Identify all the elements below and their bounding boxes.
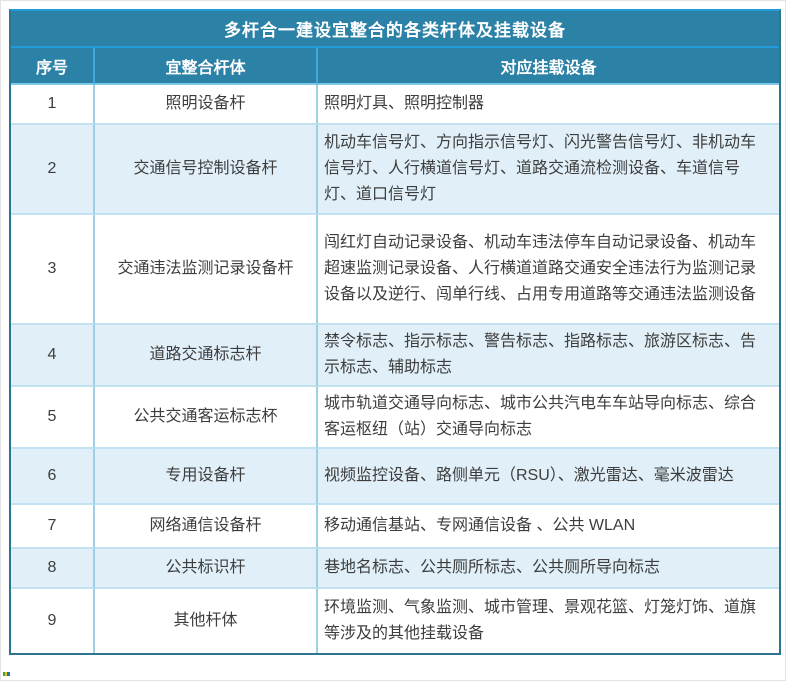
table-row: 4 道路交通标志杆 禁令标志、指示标志、警告标志、指路标志、旅游区标志、告示标志… xyxy=(11,325,779,387)
column-header-pole: 宜整合杆体 xyxy=(95,48,318,85)
corner-artifact xyxy=(3,672,10,676)
pole-integration-table: 多杆合一建设宜整合的各类杆体及挂载设备 序号 宜整合杆体 对应挂载设备 1 照明… xyxy=(9,9,781,655)
row-number: 9 xyxy=(11,589,95,653)
column-header-devices: 对应挂载设备 xyxy=(318,48,779,85)
pole-type: 网络通信设备杆 xyxy=(95,505,318,549)
pole-type: 公共交通客运标志杯 xyxy=(95,387,318,449)
table-row: 6 专用设备杆 视频监控设备、路侧单元（RSU）、激光雷达、毫米波雷达 xyxy=(11,449,779,505)
pole-type: 交通违法监测记录设备杆 xyxy=(95,215,318,325)
mounted-devices: 环境监测、气象监测、城市管理、景观花篮、灯笼灯饰、道旗等涉及的其他挂载设备 xyxy=(318,589,779,653)
table-title-row: 多杆合一建设宜整合的各类杆体及挂载设备 xyxy=(11,11,779,48)
pole-type: 道路交通标志杆 xyxy=(95,325,318,387)
table-title: 多杆合一建设宜整合的各类杆体及挂载设备 xyxy=(11,11,779,48)
table-row: 8 公共标识杆 巷地名标志、公共厕所标志、公共厕所导向标志 xyxy=(11,549,779,589)
row-number: 1 xyxy=(11,85,95,125)
pole-type: 照明设备杆 xyxy=(95,85,318,125)
row-number: 4 xyxy=(11,325,95,387)
column-header-index: 序号 xyxy=(11,48,95,85)
pole-type: 公共标识杆 xyxy=(95,549,318,589)
row-number: 8 xyxy=(11,549,95,589)
mounted-devices: 闯红灯自动记录设备、机动车违法停车自动记录设备、机动车超速监测记录设备、人行横道… xyxy=(318,215,779,325)
row-number: 3 xyxy=(11,215,95,325)
row-number: 7 xyxy=(11,505,95,549)
table-row: 1 照明设备杆 照明灯具、照明控制器 xyxy=(11,85,779,125)
mounted-devices: 禁令标志、指示标志、警告标志、指路标志、旅游区标志、告示标志、辅助标志 xyxy=(318,325,779,387)
pole-type: 交通信号控制设备杆 xyxy=(95,125,318,215)
pole-type: 专用设备杆 xyxy=(95,449,318,505)
table-row: 9 其他杆体 环境监测、气象监测、城市管理、景观花篮、灯笼灯饰、道旗等涉及的其他… xyxy=(11,589,779,653)
table-row: 7 网络通信设备杆 移动通信基站、专网通信设备 、公共 WLAN xyxy=(11,505,779,549)
row-number: 5 xyxy=(11,387,95,449)
row-number: 6 xyxy=(11,449,95,505)
table-row: 2 交通信号控制设备杆 机动车信号灯、方向指示信号灯、闪光警告信号灯、非机动车信… xyxy=(11,125,779,215)
mounted-devices: 视频监控设备、路侧单元（RSU）、激光雷达、毫米波雷达 xyxy=(318,449,779,505)
mounted-devices: 照明灯具、照明控制器 xyxy=(318,85,779,125)
table-header-row: 序号 宜整合杆体 对应挂载设备 xyxy=(11,48,779,85)
mounted-devices: 移动通信基站、专网通信设备 、公共 WLAN xyxy=(318,505,779,549)
row-number: 2 xyxy=(11,125,95,215)
pole-type: 其他杆体 xyxy=(95,589,318,653)
mounted-devices: 机动车信号灯、方向指示信号灯、闪光警告信号灯、非机动车信号灯、人行横道信号灯、道… xyxy=(318,125,779,215)
mounted-devices: 城市轨道交通导向标志、城市公共汽电车车站导向标志、综合客运枢纽（站）交通导向标志 xyxy=(318,387,779,449)
table-row: 3 交通违法监测记录设备杆 闯红灯自动记录设备、机动车违法停车自动记录设备、机动… xyxy=(11,215,779,325)
mounted-devices: 巷地名标志、公共厕所标志、公共厕所导向标志 xyxy=(318,549,779,589)
table-row: 5 公共交通客运标志杯 城市轨道交通导向标志、城市公共汽电车车站导向标志、综合客… xyxy=(11,387,779,449)
